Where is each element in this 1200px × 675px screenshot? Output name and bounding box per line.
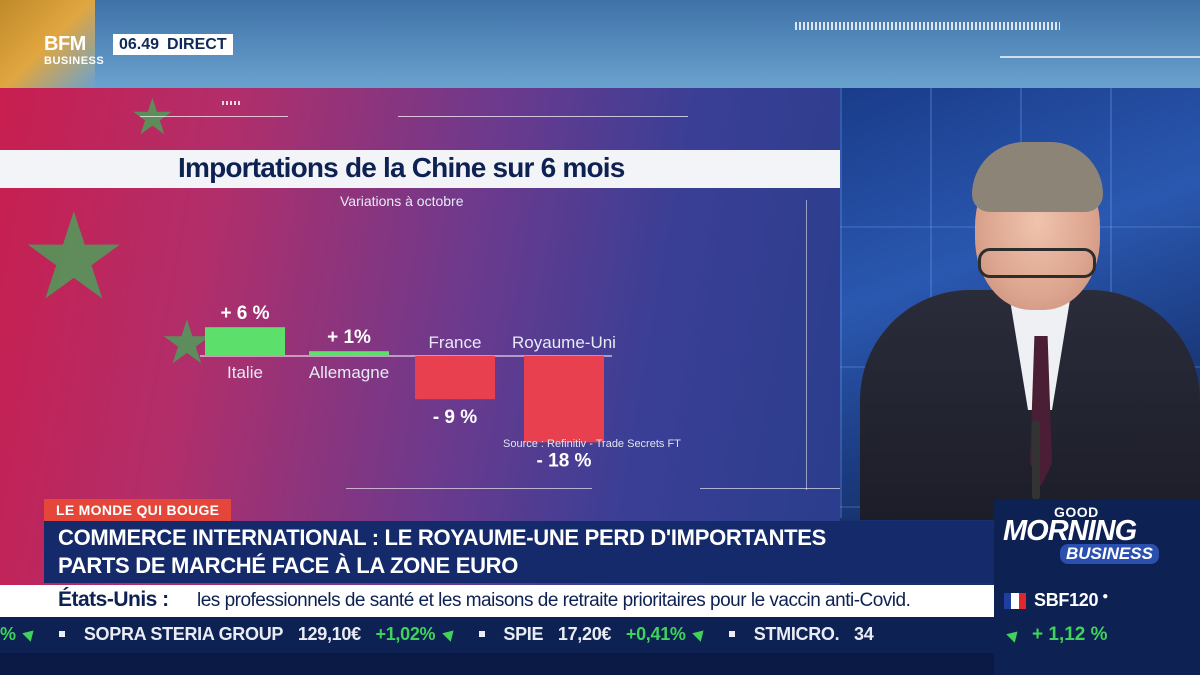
bar-value-label: - 9 % xyxy=(433,407,477,428)
up-arrow-icon xyxy=(692,626,709,643)
chart-panel: Importations de la Chine sur 6 mois Vari… xyxy=(0,88,840,498)
stock-ticker-bar xyxy=(0,617,994,653)
ticker-price: 17,20€ xyxy=(557,623,612,644)
decorative-line xyxy=(398,116,688,117)
news-text: les professionnels de santé et les maiso… xyxy=(197,590,911,611)
news-bar xyxy=(0,585,994,617)
bar-category-label: Royaume-Uni xyxy=(512,333,616,352)
news-region: États-Unis : xyxy=(58,588,169,611)
ticker-change: +1,02% xyxy=(375,623,436,644)
flag-stripe xyxy=(1011,592,1019,609)
headline-line-2: PARTS DE MARCHÉ FACE À LA ZONE EURO xyxy=(58,553,519,578)
decorative-dots xyxy=(795,22,1060,30)
anchor-hair xyxy=(972,142,1103,212)
bar-category-label: Italie xyxy=(227,363,263,382)
bar-italie xyxy=(205,327,285,356)
bar-value-label: + 6 % xyxy=(220,303,269,324)
up-arrow-icon xyxy=(22,626,39,643)
decorative-line xyxy=(806,200,807,490)
ticker-price: 129,10€ xyxy=(297,623,361,644)
flag-stripe xyxy=(1004,592,1012,609)
decorative-line xyxy=(700,488,840,489)
show-logo-good: GOOD xyxy=(1054,504,1099,520)
bottom-strip xyxy=(0,653,1200,675)
chart-title: Importations de la Chine sur 6 mois xyxy=(178,152,625,183)
up-arrow-icon xyxy=(1006,627,1022,643)
france-flag-icon xyxy=(1004,592,1026,609)
channel-logo: BFM BUSINESS xyxy=(44,34,106,74)
stock-ticker: % SOPRA STERIA GROUP 129,10€ +1,02% SPIE… xyxy=(0,623,994,649)
ticker-separator xyxy=(478,631,485,638)
ticker-separator xyxy=(729,631,736,638)
headline-line-1: COMMERCE INTERNATIONAL : LE ROYAUME-UNE … xyxy=(58,525,827,550)
decorative-line xyxy=(346,488,592,489)
bar-chart: + 6 % Italie + 1% Allemagne - 9 % France - 18 … xyxy=(200,303,616,471)
ticker-price: 34 xyxy=(854,623,874,644)
microphone xyxy=(1032,420,1040,500)
bar-value-label: + 1% xyxy=(327,327,371,348)
flag-star-icon: ★ xyxy=(20,188,128,327)
clock-badge: 06.49 DIRECT xyxy=(113,34,233,55)
channel-accent xyxy=(0,0,95,88)
ticker-separator xyxy=(59,631,66,638)
live-label: DIRECT xyxy=(167,36,227,53)
ticker-name: SOPRA STERIA GROUP xyxy=(83,623,284,644)
show-brand-box xyxy=(994,499,1200,675)
flag-star-icon: ★ xyxy=(130,88,175,146)
flag-star-icon: ★ xyxy=(160,308,214,378)
decorative-line xyxy=(140,116,288,117)
bar-value-label: - 18 % xyxy=(537,450,592,471)
bar-allemagne xyxy=(309,351,389,356)
show-logo-morning: MORNING xyxy=(1003,515,1137,547)
bar-category-label: Allemagne xyxy=(309,363,389,382)
bar-france xyxy=(415,356,495,400)
ticker-change: +0,41% xyxy=(625,623,686,644)
headline: COMMERCE INTERNATIONAL : LE ROYAUME-UNE … xyxy=(58,524,988,580)
index-marker: ● xyxy=(1102,591,1109,602)
clock-time: 06.49 xyxy=(119,36,160,53)
show-logo-business: BUSINESS xyxy=(1060,544,1159,564)
flag-stripe xyxy=(1018,592,1026,609)
chart-source: Source : Refinitiv - Trade Secrets FT xyxy=(503,438,681,450)
anchor-glasses xyxy=(978,248,1096,278)
decorative-line xyxy=(1000,56,1200,58)
category-tag: LE MONDE QUI BOUGE xyxy=(44,499,232,521)
bar-royaume-uni xyxy=(524,356,604,443)
up-arrow-icon xyxy=(442,626,458,643)
index-name: SBF120 xyxy=(1034,590,1099,610)
ticker-name: STMICRO. xyxy=(753,623,840,644)
headline-box xyxy=(44,521,994,583)
index-change-row: + 1,12 % xyxy=(1004,624,1108,646)
chart-subtitle: Variations à octobre xyxy=(340,193,464,209)
news-anchor xyxy=(860,140,1200,520)
logo-main: BFM xyxy=(44,33,86,55)
ticker-lead-change: % xyxy=(0,623,16,644)
decorative-ticks xyxy=(222,101,242,105)
ticker-name: SPIE xyxy=(503,623,544,644)
logo-sub: BUSINESS xyxy=(44,55,105,67)
index-quote: SBF120 ● xyxy=(1004,590,1108,611)
index-change: + 1,12 % xyxy=(1032,624,1108,645)
chart-title-band xyxy=(0,150,840,188)
bar-category-label: France xyxy=(429,333,482,352)
